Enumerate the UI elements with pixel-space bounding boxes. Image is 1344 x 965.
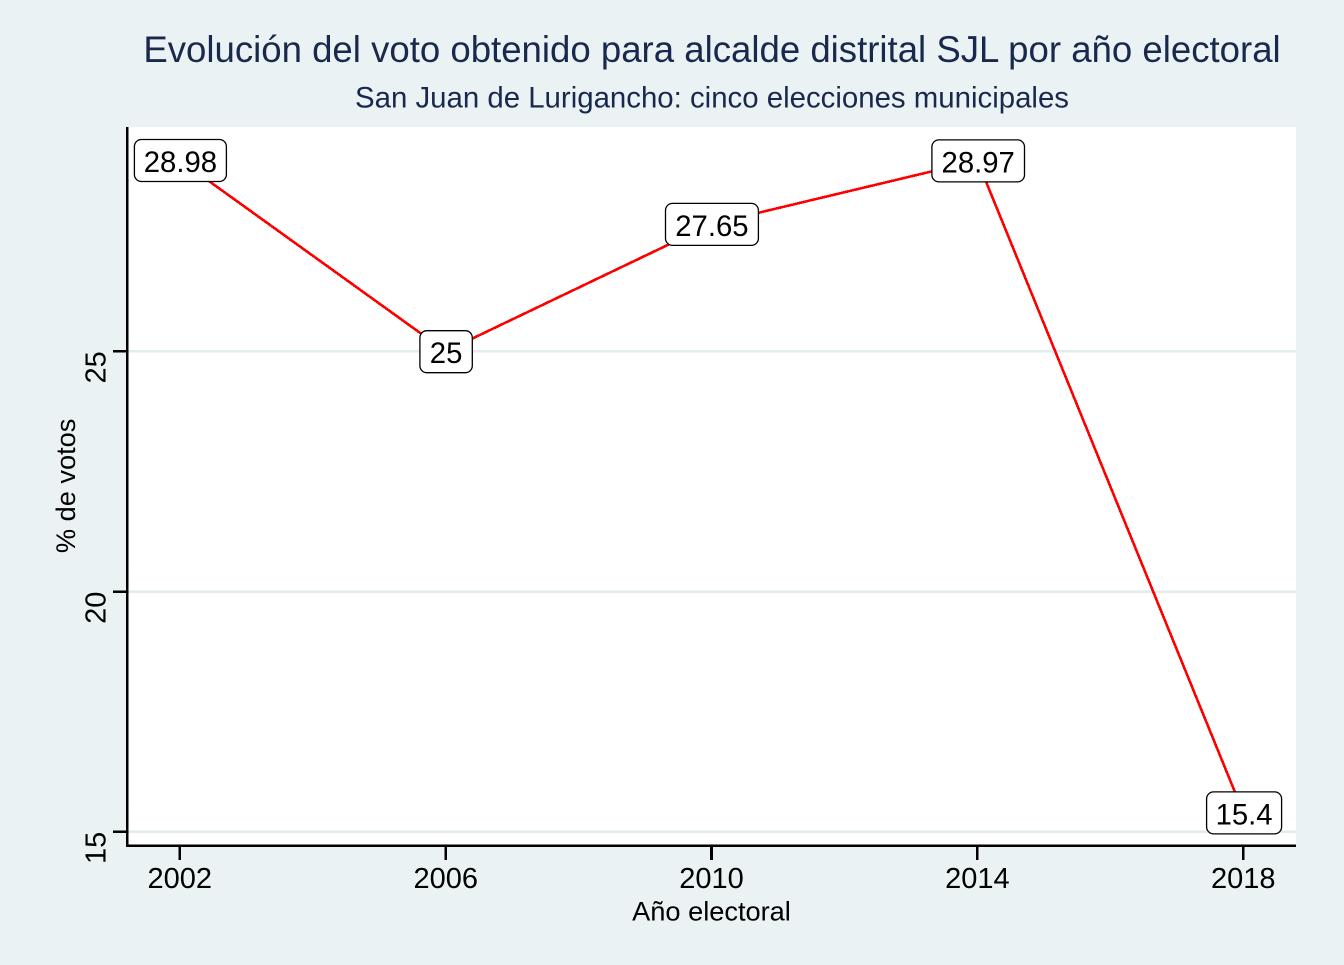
svg-text:2006: 2006 xyxy=(413,863,478,895)
svg-text:2002: 2002 xyxy=(148,863,213,895)
svg-text:15: 15 xyxy=(81,832,113,864)
svg-text:% de votos: % de votos xyxy=(50,419,81,554)
svg-text:20: 20 xyxy=(81,592,113,624)
svg-text:2010: 2010 xyxy=(679,863,744,895)
svg-text:San Juan de Lurigancho: cinco: San Juan de Lurigancho: cinco elecciones… xyxy=(355,82,1069,115)
svg-text:15.4: 15.4 xyxy=(1216,798,1273,831)
svg-text:25: 25 xyxy=(430,337,463,370)
svg-text:Evolución del voto obtenido pa: Evolución del voto obtenido para alcalde… xyxy=(143,29,1280,70)
svg-text:2018: 2018 xyxy=(1211,863,1276,895)
svg-text:28.97: 28.97 xyxy=(942,146,1015,179)
svg-text:Año electoral: Año electoral xyxy=(632,896,791,927)
svg-text:27.65: 27.65 xyxy=(675,210,748,243)
svg-text:2014: 2014 xyxy=(945,863,1010,895)
svg-text:28.98: 28.98 xyxy=(144,146,217,179)
svg-text:25: 25 xyxy=(81,351,113,383)
